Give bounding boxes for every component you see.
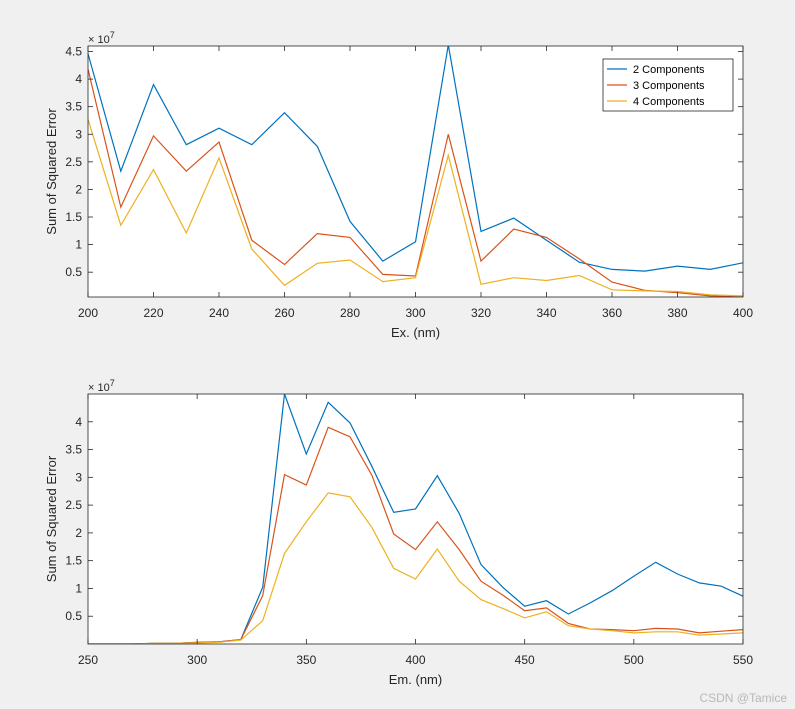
y-tick-label: 4 <box>75 415 82 429</box>
x-tick-label: 340 <box>536 306 556 320</box>
y-exponent-label: × 107 <box>88 30 115 46</box>
x-tick-label: 380 <box>667 306 687 320</box>
legend-entry: 3 Components <box>633 80 705 92</box>
y-tick-label: 4 <box>75 72 82 86</box>
y-tick-label: 2.5 <box>65 155 82 169</box>
y-axis-label: Sum of Squared Error <box>44 108 59 235</box>
x-tick-label: 400 <box>405 653 425 667</box>
x-axis-label: Ex. (nm) <box>391 325 440 340</box>
y-tick-label: 4.5 <box>65 45 82 59</box>
x-tick-label: 220 <box>143 306 163 320</box>
x-tick-label: 200 <box>78 306 98 320</box>
x-tick-label: 280 <box>340 306 360 320</box>
y-tick-label: 0.5 <box>65 609 82 623</box>
y-tick-label: 3 <box>75 127 82 141</box>
y-tick-label: 0.5 <box>65 265 82 279</box>
top-axes: 200 220 240 260 280 300 320 340 360 380 400 0.5 1 1.5… <box>44 30 753 340</box>
watermark: CSDN @Tamice <box>699 691 787 705</box>
x-tick-label: 450 <box>515 653 535 667</box>
y-tick-label: 1.5 <box>65 210 82 224</box>
series-line-4-components <box>88 119 743 297</box>
x-tick-label: 360 <box>602 306 622 320</box>
y-axis-label: Sum of Squared Error <box>44 455 59 582</box>
x-tick-label: 300 <box>405 306 425 320</box>
x-tick-label: 320 <box>471 306 491 320</box>
y-tick-label: 3 <box>75 470 82 484</box>
legend-entry: 2 Components <box>633 64 705 76</box>
x-tick-label: 350 <box>296 653 316 667</box>
y-tick-label: 1.5 <box>65 554 82 568</box>
y-tick-label: 2.5 <box>65 498 82 512</box>
x-tick-label: 500 <box>624 653 644 667</box>
x-tick-label: 550 <box>733 653 753 667</box>
x-tick-label: 400 <box>733 306 753 320</box>
x-tick-label: 240 <box>209 306 229 320</box>
y-tick-label: 3.5 <box>65 100 82 114</box>
legend-entry: 4 Components <box>633 96 705 108</box>
y-tick-label: 1 <box>75 238 82 252</box>
y-tick-label: 1 <box>75 581 82 595</box>
y-tick-label: 3.5 <box>65 443 82 457</box>
bottom-axes: 250 300 350 400 450 500 550 0.5 1 1.5 2 2.5 3 3.5 4 × 1… <box>44 378 753 687</box>
x-tick-label: 260 <box>274 306 294 320</box>
x-tick-label: 300 <box>187 653 207 667</box>
plot-area <box>88 394 743 644</box>
y-tick-label: 2 <box>75 182 82 196</box>
y-exponent-label: × 107 <box>88 378 115 394</box>
legend: 2 Components 3 Components 4 Components <box>602 58 734 112</box>
x-tick-label: 250 <box>78 653 98 667</box>
series-line-2-components <box>88 46 743 272</box>
y-tick-label: 2 <box>75 526 82 540</box>
x-axis-label: Em. (nm) <box>389 672 442 687</box>
